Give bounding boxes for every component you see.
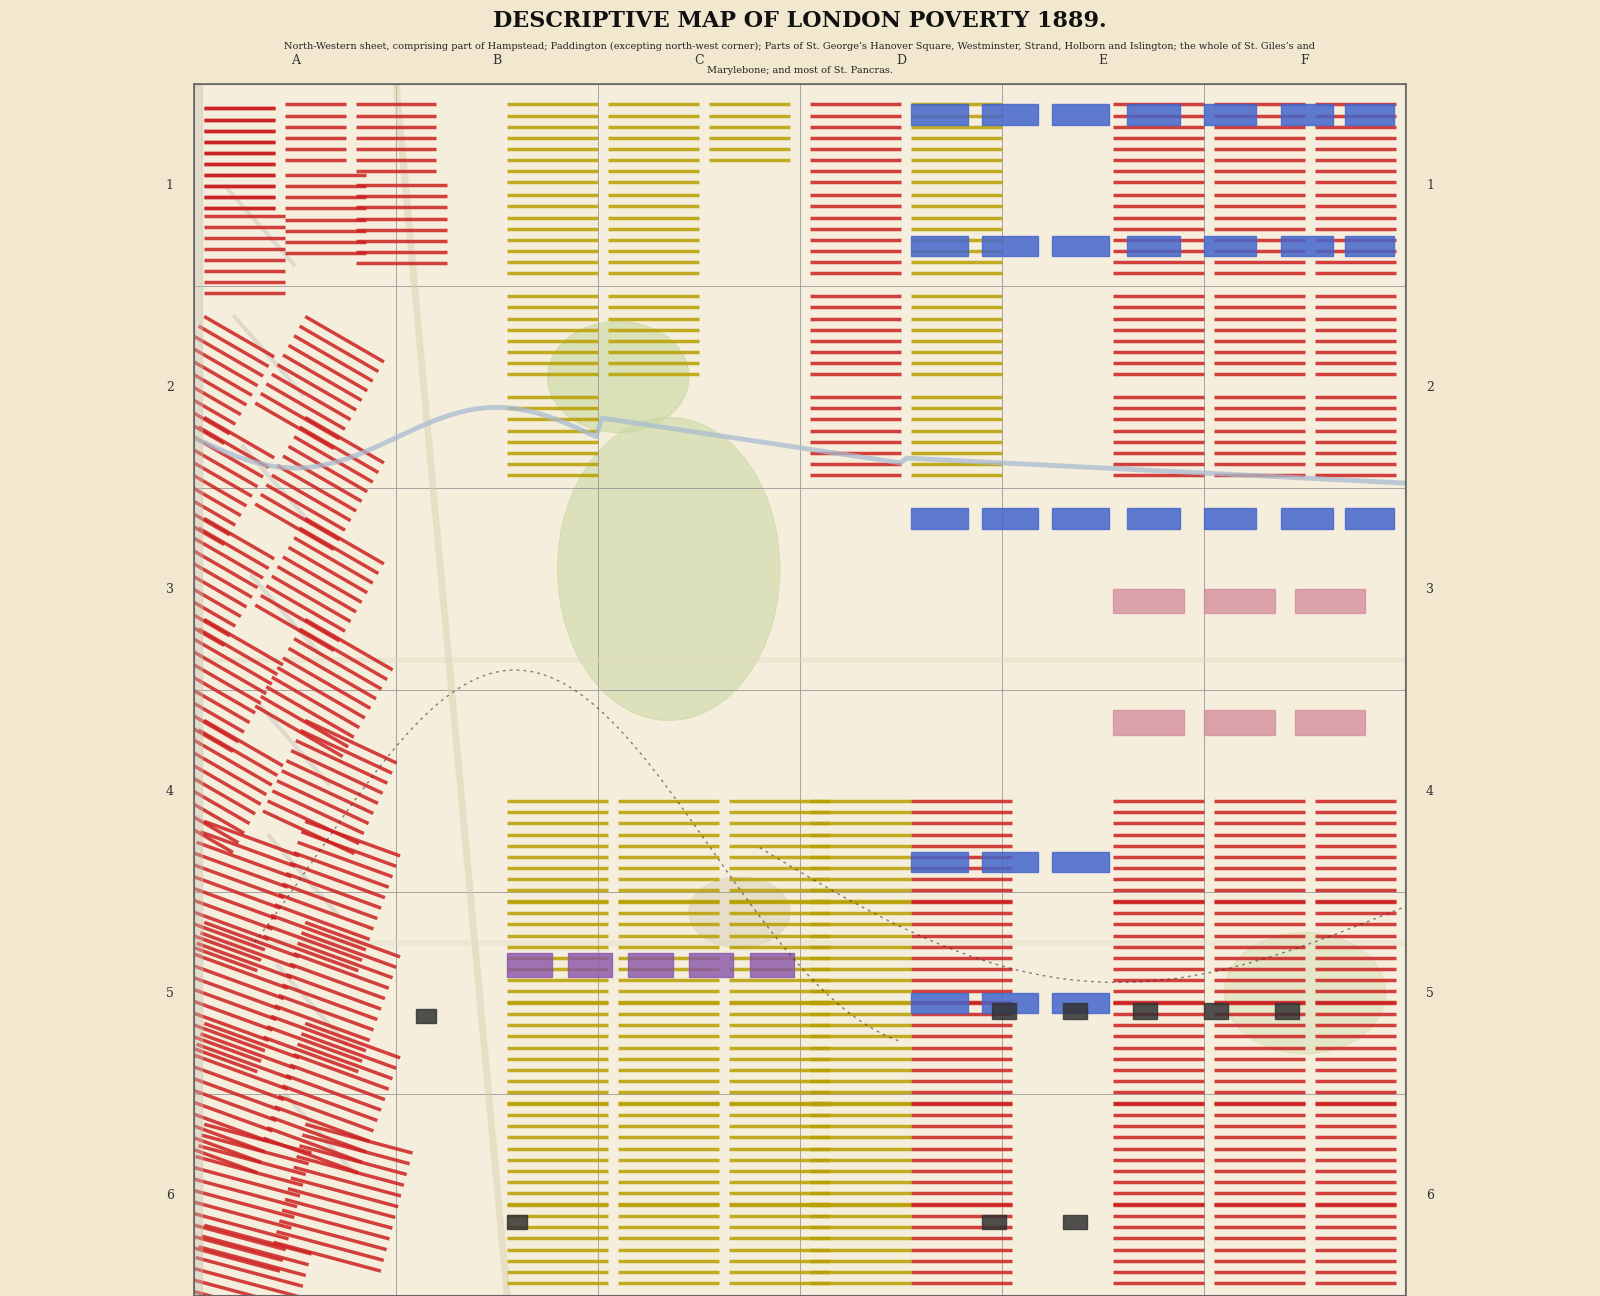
Bar — [992, 1003, 1016, 1020]
Text: 3: 3 — [1426, 583, 1434, 596]
Bar — [1280, 105, 1333, 124]
Bar — [1126, 508, 1179, 529]
Bar — [1346, 236, 1394, 255]
Bar — [1280, 236, 1333, 255]
Bar — [1346, 508, 1394, 529]
Bar — [749, 953, 794, 977]
Text: E: E — [1098, 53, 1107, 66]
Text: 5: 5 — [166, 986, 174, 999]
Bar — [690, 953, 733, 977]
Bar — [1280, 508, 1333, 529]
Bar — [1126, 105, 1179, 124]
Text: Marylebone; and most of St. Pancras.: Marylebone; and most of St. Pancras. — [707, 66, 893, 75]
Text: 4: 4 — [166, 784, 174, 797]
Bar — [1275, 1003, 1299, 1020]
Bar — [190, 84, 202, 1296]
Bar — [982, 508, 1038, 529]
Text: 6: 6 — [166, 1188, 174, 1201]
Ellipse shape — [690, 877, 790, 947]
Text: D: D — [896, 53, 906, 66]
Text: F: F — [1301, 53, 1309, 66]
Text: 1: 1 — [166, 179, 174, 192]
Bar — [1053, 508, 1109, 529]
Bar — [982, 993, 1038, 1013]
Text: B: B — [493, 53, 502, 66]
Bar — [507, 953, 552, 977]
Bar — [1114, 710, 1184, 735]
Text: 2: 2 — [166, 381, 174, 394]
Bar — [982, 1216, 1006, 1230]
Bar — [982, 851, 1038, 872]
Bar — [1203, 508, 1256, 529]
Text: 2: 2 — [1426, 381, 1434, 394]
Bar — [1053, 993, 1109, 1013]
Text: North-Western sheet, comprising part of Hampstead; Paddington (excepting north-w: North-Western sheet, comprising part of … — [285, 41, 1315, 52]
Bar — [1062, 1003, 1086, 1020]
Bar — [1114, 590, 1184, 613]
Text: C: C — [694, 53, 704, 66]
Bar — [1203, 710, 1275, 735]
Bar — [1203, 105, 1256, 124]
Bar — [1294, 710, 1365, 735]
Text: 6: 6 — [1426, 1188, 1434, 1201]
Text: DESCRIPTIVE MAP OF LONDON POVERTY 1889.: DESCRIPTIVE MAP OF LONDON POVERTY 1889. — [493, 10, 1107, 32]
Bar — [1346, 105, 1394, 124]
Bar — [1133, 1003, 1157, 1020]
Text: 3: 3 — [166, 583, 174, 596]
Bar — [629, 953, 672, 977]
Bar — [910, 236, 968, 255]
Bar — [1053, 851, 1109, 872]
Bar — [910, 851, 968, 872]
Bar — [910, 508, 968, 529]
Bar — [910, 105, 968, 124]
Ellipse shape — [1224, 933, 1386, 1054]
Bar — [1203, 236, 1256, 255]
Bar — [1294, 590, 1365, 613]
Bar — [1203, 1003, 1229, 1020]
Ellipse shape — [547, 321, 690, 433]
Text: 5: 5 — [1426, 986, 1434, 999]
Bar — [416, 1010, 437, 1024]
Bar — [1053, 105, 1109, 124]
Bar — [507, 1216, 528, 1230]
Text: 1: 1 — [1426, 179, 1434, 192]
Bar — [982, 236, 1038, 255]
Bar — [1053, 236, 1109, 255]
Text: 4: 4 — [1426, 784, 1434, 797]
Bar — [1203, 590, 1275, 613]
Text: A: A — [291, 53, 299, 66]
Bar — [982, 105, 1038, 124]
Bar — [568, 953, 613, 977]
Bar — [1126, 236, 1179, 255]
Ellipse shape — [558, 417, 779, 721]
Bar — [910, 993, 968, 1013]
Bar — [1062, 1216, 1086, 1230]
